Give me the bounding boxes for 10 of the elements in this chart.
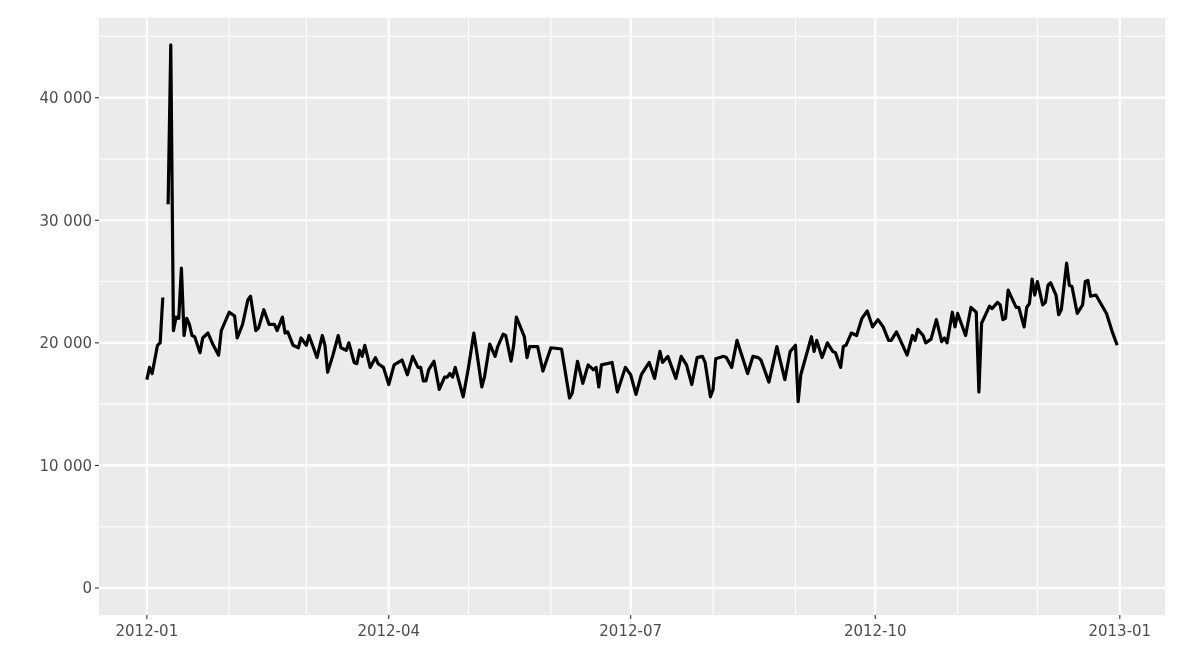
y-tick-label: 30 000 [39,211,92,230]
x-tick-label: 2012-01 [115,622,179,640]
x-tick-label: 2012-04 [357,622,421,640]
y-tick-label: 40 000 [39,88,92,107]
x-tick-label: 2012-07 [599,622,663,640]
x-tick-label: 2012-10 [843,622,907,640]
x-tick-label: 2013-01 [1088,622,1152,640]
y-tick-label: 0 [82,579,92,598]
y-tick-label: 20 000 [39,334,92,353]
y-tick-label: 10 000 [39,456,92,475]
